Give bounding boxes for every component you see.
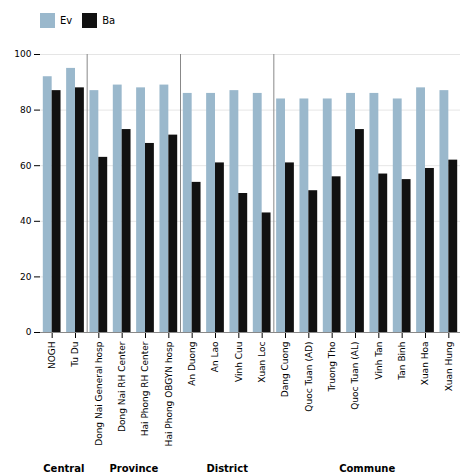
- svg-text:An Lao: An Lao: [210, 341, 220, 372]
- svg-text:Dong Nai General hosp: Dong Nai General hosp: [94, 341, 104, 446]
- svg-text:Xuan Hoa: Xuan Hoa: [420, 342, 430, 386]
- svg-text:Quoc Tuan (AD): Quoc Tuan (AD): [304, 342, 314, 412]
- svg-text:District: District: [206, 463, 248, 474]
- svg-text:Quoc Tuan (AL): Quoc Tuan (AL): [350, 342, 360, 410]
- svg-text:100: 100: [14, 49, 31, 59]
- svg-text:Province: Province: [109, 463, 158, 474]
- svg-text:Tu Du: Tu Du: [70, 342, 80, 368]
- svg-text:60: 60: [20, 161, 32, 171]
- html-text:Ba: Ba: [102, 15, 116, 26]
- html-text:Ev: Ev: [60, 15, 73, 26]
- svg-text:Dong Nai RH Center: Dong Nai RH Center: [117, 341, 127, 432]
- svg-text:Dang Cuong: Dang Cuong: [280, 342, 290, 398]
- svg-text:20: 20: [20, 272, 32, 282]
- svg-text:Vinh Cuu: Vinh Cuu: [234, 342, 244, 382]
- svg-text:0: 0: [26, 327, 32, 337]
- svg-text:Tan Binh: Tan Binh: [397, 342, 407, 381]
- svg-text:Central: Central: [43, 463, 84, 474]
- svg-text:Hai Phong RH Center: Hai Phong RH Center: [140, 341, 150, 436]
- svg-text:NOGH: NOGH: [47, 342, 57, 370]
- svg-text:Hai Phong OBGYN hosp: Hai Phong OBGYN hosp: [164, 341, 174, 446]
- svg-text:Commune: Commune: [339, 463, 395, 474]
- svg-text:An Duong: An Duong: [187, 342, 197, 386]
- svg-text:Truong Tho: Truong Tho: [327, 341, 337, 393]
- svg-text:Xuan Hung: Xuan Hung: [444, 342, 454, 392]
- svg-text:80: 80: [20, 105, 32, 115]
- svg-text:40: 40: [20, 216, 32, 226]
- svg-text:Xuan Loc: Xuan Loc: [257, 341, 267, 382]
- svg-text:Vinh Tan: Vinh Tan: [374, 342, 384, 380]
